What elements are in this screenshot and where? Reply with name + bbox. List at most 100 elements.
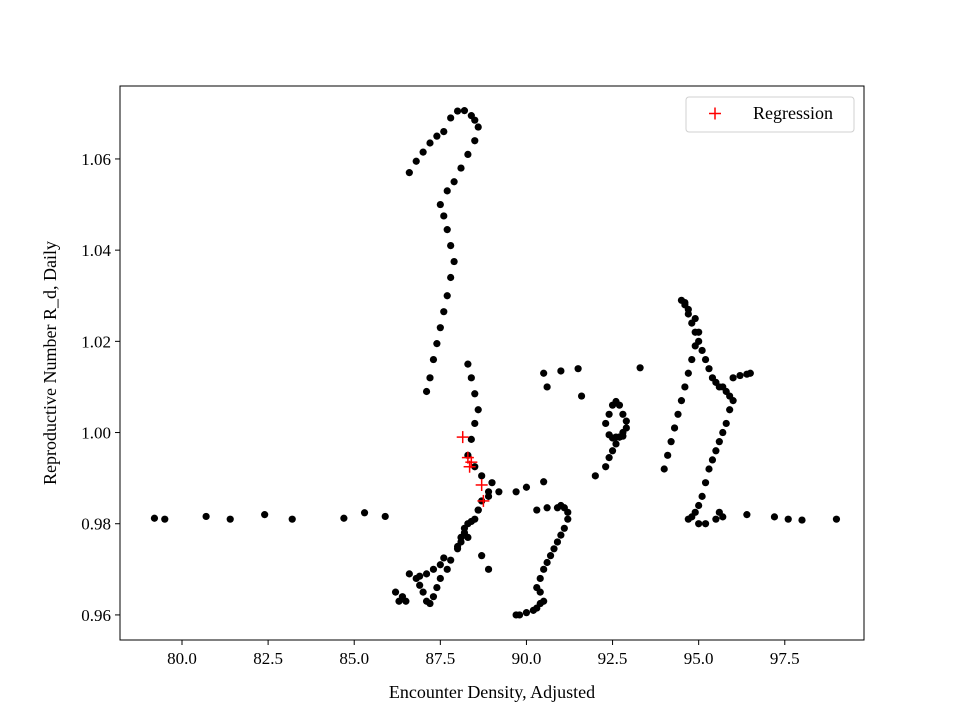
data-point <box>705 365 713 373</box>
data-point <box>419 588 427 596</box>
observed-points-group <box>150 107 841 619</box>
regression-point <box>463 460 476 473</box>
data-point <box>550 545 558 553</box>
data-point <box>546 552 555 560</box>
data-point <box>770 513 779 521</box>
data-point <box>450 178 458 186</box>
data-point <box>540 565 548 573</box>
data-point <box>495 488 503 496</box>
data-point <box>467 435 475 443</box>
legend-regression-label: Regression <box>753 103 833 123</box>
data-point <box>522 609 531 617</box>
data-point <box>443 292 451 300</box>
y-tick-label: 0.96 <box>81 606 111 625</box>
data-point <box>664 451 672 459</box>
data-point <box>695 520 703 528</box>
data-point <box>443 565 451 573</box>
data-point <box>471 419 479 428</box>
regression-point <box>456 431 469 444</box>
data-point <box>433 583 441 592</box>
data-point <box>712 447 720 455</box>
data-point <box>743 511 751 519</box>
data-point <box>515 611 524 619</box>
data-point <box>443 226 451 234</box>
data-point <box>381 512 389 521</box>
data-point <box>471 390 479 398</box>
data-point <box>670 424 679 432</box>
y-tick-label: 1.06 <box>81 150 111 169</box>
data-point <box>533 583 541 592</box>
data-point <box>636 364 644 372</box>
y-tick-label: 1.00 <box>81 424 111 443</box>
data-point <box>440 212 448 220</box>
data-point <box>553 538 562 546</box>
data-point <box>698 492 706 500</box>
data-point <box>726 406 734 414</box>
data-point <box>443 187 451 195</box>
data-point <box>695 337 703 345</box>
data-point <box>464 360 472 368</box>
data-point <box>422 387 431 396</box>
data-point <box>591 472 599 480</box>
data-point <box>288 515 296 523</box>
data-point <box>436 324 444 332</box>
data-point <box>557 531 565 539</box>
data-point <box>419 148 427 156</box>
data-point <box>488 479 496 487</box>
data-point <box>708 456 717 464</box>
data-point <box>457 538 465 546</box>
y-tick-label: 0.98 <box>81 515 111 534</box>
data-point <box>701 520 710 528</box>
data-point <box>691 328 699 336</box>
data-point <box>564 515 572 523</box>
data-point <box>681 301 689 309</box>
data-point <box>440 308 448 316</box>
data-point <box>605 454 613 462</box>
x-axis-ticks: 80.0 82.5 85.0 87.5 90.0 92.5 95.0 97.5 <box>167 640 800 668</box>
data-point <box>533 506 541 514</box>
data-point <box>553 504 562 512</box>
data-point <box>684 310 692 318</box>
data-point <box>619 432 627 440</box>
data-point <box>426 139 434 147</box>
data-point <box>436 574 444 583</box>
x-tick-label: 80.0 <box>167 649 197 668</box>
data-point <box>433 340 441 348</box>
data-point <box>543 558 551 567</box>
data-point <box>484 565 493 573</box>
data-point <box>701 479 710 487</box>
data-point <box>447 556 455 564</box>
data-point <box>729 397 737 405</box>
data-point <box>474 123 482 131</box>
data-point <box>395 597 403 605</box>
data-point <box>202 512 210 521</box>
y-axis-ticks: 0.96 0.98 1.00 1.02 1.04 1.06 <box>81 150 120 625</box>
data-point <box>619 410 627 418</box>
x-tick-label: 82.5 <box>253 649 283 668</box>
data-point <box>612 440 620 448</box>
data-point <box>440 127 448 136</box>
data-point <box>736 371 744 380</box>
data-point <box>161 515 169 523</box>
data-point <box>460 107 469 115</box>
data-point <box>450 257 458 266</box>
data-point <box>543 504 551 512</box>
data-point <box>471 515 479 523</box>
data-point <box>684 515 692 523</box>
data-point <box>715 508 723 516</box>
data-point <box>540 597 548 605</box>
data-point <box>667 438 675 446</box>
data-point <box>416 572 424 580</box>
data-point <box>474 406 482 414</box>
data-point <box>426 374 434 382</box>
data-point <box>340 514 348 522</box>
data-point <box>405 570 413 578</box>
data-point <box>557 367 565 375</box>
data-point <box>674 410 682 418</box>
data-point <box>560 524 568 532</box>
data-point <box>464 520 472 528</box>
data-point <box>478 552 486 560</box>
legend-regression-marker <box>709 107 721 120</box>
x-tick-label: 95.0 <box>684 649 714 668</box>
plot-frame <box>119 85 865 641</box>
